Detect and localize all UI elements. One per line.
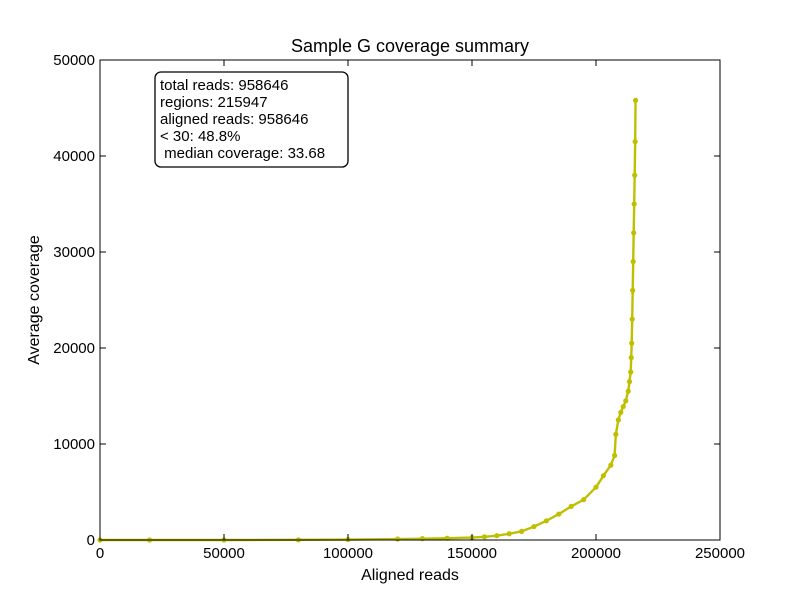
data-point <box>543 518 550 524</box>
x-tick-label: 200000 <box>571 545 621 562</box>
y-tick-label: 30000 <box>53 244 95 261</box>
data-point <box>531 523 537 530</box>
stats-line-below-30: < 30: 48.8% <box>160 128 240 145</box>
chart-title: Sample G coverage summary <box>291 36 529 56</box>
data-point <box>581 497 587 503</box>
data-point <box>629 316 635 322</box>
data-point <box>630 259 636 265</box>
x-tick-label: 150000 <box>447 545 497 562</box>
data-point <box>632 139 638 145</box>
data-point <box>626 379 633 385</box>
data-point <box>494 533 500 539</box>
data-point <box>593 484 599 490</box>
x-tick-label: 50000 <box>203 545 245 562</box>
x-axis-label: Aligned reads <box>361 567 459 584</box>
data-point <box>568 503 574 509</box>
data-point <box>481 534 487 540</box>
data-point <box>628 355 634 361</box>
stats-line-total-reads: total reads: 958646 <box>160 77 288 94</box>
data-point <box>625 388 631 394</box>
data-point <box>631 230 637 236</box>
stats-annotation-box: total reads: 958646 regions: 215947 alig… <box>154 71 349 168</box>
plot-frame <box>99 59 721 541</box>
series-line <box>98 99 637 542</box>
data-point <box>519 528 525 534</box>
y-tick-label: 50000 <box>53 52 95 69</box>
stats-box-frame <box>154 71 349 168</box>
data-point <box>615 417 621 423</box>
data-point <box>628 369 634 375</box>
y-tick-label: 0 <box>87 532 95 549</box>
data-point <box>632 97 639 103</box>
x-tick-label: 0 <box>96 545 104 562</box>
data-point <box>506 531 512 537</box>
data-point <box>631 201 637 207</box>
y-tick-label: 20000 <box>53 340 95 357</box>
data-point <box>618 409 624 415</box>
y-tick-label: 40000 <box>53 148 95 165</box>
tick-layer: 0 50000 100000 150000 200000 250000 0 10000 2000… <box>53 52 745 562</box>
data-point <box>444 535 450 541</box>
stats-line-regions: regions: 215947 <box>160 94 268 111</box>
data-point <box>629 340 635 346</box>
data-point <box>613 431 619 437</box>
x-tick-label: 100000 <box>323 545 373 562</box>
data-point <box>632 172 638 178</box>
data-point <box>608 462 614 468</box>
x-tick-label: 250000 <box>695 545 745 562</box>
data-point <box>395 536 401 542</box>
data-point <box>600 473 607 479</box>
y-axis-label: Average coverage <box>26 235 43 365</box>
data-point <box>623 398 629 404</box>
stats-line-aligned-reads: aligned reads: 958646 <box>160 111 308 128</box>
stats-line-median-coverage: median coverage: 33.68 <box>160 145 325 162</box>
data-point <box>630 287 636 293</box>
data-point <box>620 403 626 410</box>
y-tick-label: 10000 <box>53 436 95 453</box>
data-point <box>556 511 562 517</box>
data-point <box>612 452 618 459</box>
